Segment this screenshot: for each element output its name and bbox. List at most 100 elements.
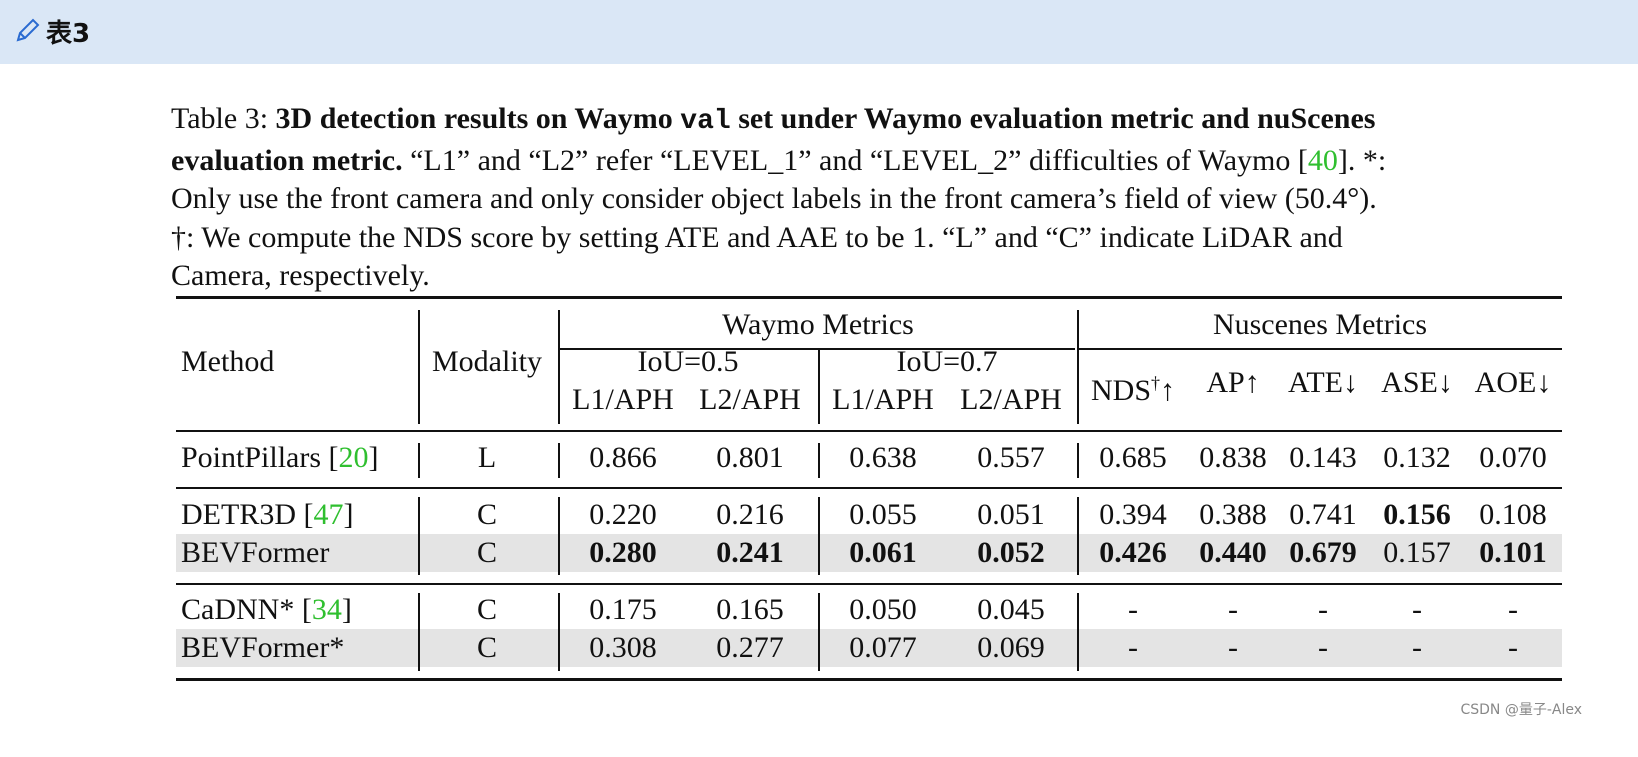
column-header: ASE↓ [1381,366,1453,399]
column-header-part: ↑ [1160,374,1176,407]
watermark: CSDN @量子-Alex [1460,702,1582,718]
group-header: Nuscenes Metrics [1212,308,1428,341]
caption-text: Only use the front camera and only consi… [171,182,1377,215]
column-header: L2/APH [960,383,1062,416]
group-header: Waymo Metrics [722,308,914,341]
cell-value: 0.277 [716,631,784,664]
cell-value: 0.061 [849,536,917,569]
caption-text: †: We compute the NDS score by setting A… [171,220,1343,254]
cell-value: 0.280 [589,536,657,569]
header-title: 表3 [46,19,91,49]
citation[interactable]: 20 [338,441,369,474]
method: PointPillars [20] [181,440,379,476]
caption-text: Camera, respectively. [171,259,430,292]
citation[interactable]: 34 [311,593,342,626]
column-header: AOE↓ [1474,366,1552,399]
modality: C [476,593,498,626]
modality: C [476,631,498,664]
column-rule [558,593,560,671]
cell-value: 0.132 [1383,441,1451,474]
cell-value: 0.394 [1099,498,1167,531]
cell-value: 0.685 [1099,441,1167,474]
caption-bold: evaluation metric. [171,143,403,177]
rule [176,487,1562,489]
cell-value: 0.069 [977,631,1045,664]
rule [176,296,1562,299]
column-rule [418,310,420,424]
caption-bold: set under Waymo evaluation metric and nu… [730,102,1376,135]
modality: C [476,498,498,531]
cell-value: 0.050 [849,593,917,626]
cell-value: - [1412,593,1422,626]
method-name: ] [343,498,354,531]
caption: Table 3: 3D detection results on Waymo v… [171,100,1568,296]
column-header-part: † [1151,373,1161,393]
cell-value: 0.440 [1199,536,1267,569]
caption-text: “L1” and “L2” refer “LEVEL_1” and “LEVEL… [402,143,1308,177]
row-shade [176,534,1562,572]
cell-value: 0.216 [716,498,784,531]
method-name: BEVFormer [181,536,330,569]
cell-value: - [1508,631,1518,664]
cell-value: 0.055 [849,498,917,531]
cell-value: 0.866 [589,441,657,474]
method-name: DETR3D [ [181,498,314,531]
rule [176,583,1562,585]
citation[interactable]: 40 [1307,143,1338,177]
cell-value: 0.220 [589,498,657,531]
column-header: ATE↓ [1288,366,1358,399]
cell-value: 0.101 [1479,536,1547,569]
column-rule [1077,593,1079,671]
column-rule [418,443,420,478]
cell-value: - [1318,631,1328,664]
column-header: L1/APH [572,383,674,416]
cell-value: 0.308 [589,631,657,664]
rule [176,678,1562,681]
method-name: BEVFormer* [181,631,345,664]
cell-value: 0.157 [1383,536,1451,569]
rule [560,348,1075,350]
caption-bold: 3D detection results on Waymo [275,102,681,135]
column-rule [818,593,820,671]
cell-value: 0.051 [977,498,1045,531]
rule [176,430,1562,432]
method: DETR3D [47] [181,497,353,533]
caption-text: Table 3: [171,102,276,135]
citation[interactable]: 47 [313,498,344,531]
cell-value: - [1228,593,1238,626]
cell-value: 0.165 [716,593,784,626]
cell-value: - [1228,631,1238,664]
cell-value: 0.070 [1479,441,1547,474]
cell-value: 0.108 [1479,498,1547,531]
column-header: L2/APH [699,383,801,416]
column-rule [558,497,560,575]
cell-value: 0.388 [1199,498,1267,531]
column-header: Modality [432,345,542,378]
column-rule [1077,443,1079,478]
method-name: ] [341,593,352,626]
cell-value: 0.638 [849,441,917,474]
edit-icon [16,18,40,42]
cell-value: 0.052 [977,536,1045,569]
cell-value: - [1508,593,1518,626]
cell-value: 0.801 [716,441,784,474]
cell-value: 0.143 [1289,441,1357,474]
cell-value: 0.741 [1289,498,1357,531]
column-header: NDS†↑ [1091,365,1175,409]
cell-value: 0.077 [849,631,917,664]
column-rule [818,443,820,478]
cell-value: - [1318,593,1328,626]
row-shade [176,629,1562,667]
cell-value: 0.045 [977,593,1045,626]
header-bar: 表3 [0,0,1638,64]
cell-value: - [1128,631,1138,664]
caption-text: ]. *: [1337,143,1387,177]
rule [1079,348,1562,350]
method: BEVFormer* [181,630,344,666]
cell-value: 0.679 [1289,536,1357,569]
method: CaDNN* [34] [181,592,352,628]
column-rule [818,349,820,424]
cell-value: 0.175 [589,593,657,626]
modality: L [477,441,497,474]
column-rule [418,497,420,575]
